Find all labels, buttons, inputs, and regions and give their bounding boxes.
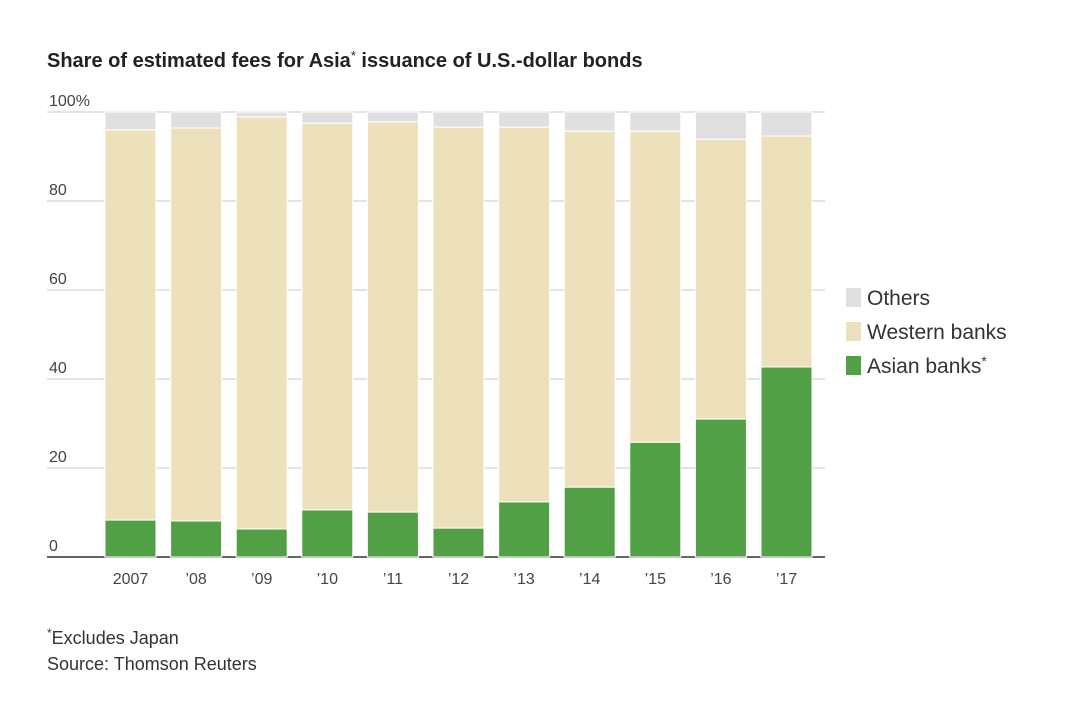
bar-western-banks	[170, 127, 223, 522]
bar-others	[104, 111, 157, 131]
legend-swatch	[846, 288, 861, 307]
x-tick-label: ’10	[317, 571, 338, 588]
bar-others	[170, 111, 223, 129]
legend-swatch	[846, 356, 861, 375]
y-tick-label: 60	[49, 271, 67, 288]
bar-others	[366, 111, 419, 123]
bar-asian-banks	[301, 509, 354, 558]
bar-others	[629, 111, 682, 132]
footnote: *Excludes Japan	[47, 626, 179, 648]
bar-western-banks	[301, 122, 354, 511]
y-tick-label: 40	[49, 360, 67, 377]
bar-others	[563, 111, 616, 132]
bar-western-banks	[432, 126, 485, 529]
bar-western-banks	[563, 130, 616, 488]
bar-others	[235, 111, 288, 118]
x-tick-label: ’13	[513, 571, 534, 588]
bar-asian-banks	[498, 501, 551, 558]
bar-western-banks	[694, 138, 747, 420]
x-tick-label: ’08	[185, 571, 206, 588]
bar-asian-banks	[760, 366, 813, 558]
bar-asian-banks	[366, 511, 419, 558]
bar-asian-banks	[235, 528, 288, 558]
x-tick-label: ’16	[710, 571, 731, 588]
bar-asian-banks	[694, 418, 747, 558]
legend-label: Asian banks*	[867, 353, 987, 378]
y-tick-label: 80	[49, 182, 67, 199]
legend-swatch	[846, 322, 861, 341]
bar-others	[694, 111, 747, 140]
x-tick-label: ’17	[776, 571, 797, 588]
bar-western-banks	[629, 130, 682, 443]
bar-western-banks	[498, 126, 551, 503]
bar-western-banks	[760, 135, 813, 368]
x-tick-label: 2007	[113, 571, 149, 588]
bar-others	[498, 111, 551, 128]
bar-asian-banks	[170, 520, 223, 558]
x-tick-label: ’12	[448, 571, 469, 588]
chart-title: Share of estimated fees for Asia* issuan…	[47, 48, 643, 72]
x-tick-label: ’09	[251, 571, 272, 588]
legend-label: Others	[867, 287, 930, 310]
y-tick-label: 20	[49, 449, 67, 466]
x-tick-label: ’11	[383, 571, 403, 588]
bar-asian-banks	[563, 486, 616, 558]
y-tick-label: 100%	[49, 93, 90, 110]
x-tick-label: ’15	[645, 571, 666, 588]
bar-others	[301, 111, 354, 124]
bar-asian-banks	[432, 527, 485, 558]
bar-asian-banks	[104, 519, 157, 558]
bar-others	[760, 111, 813, 137]
bar-others	[432, 111, 485, 128]
x-tick-label: ’14	[579, 571, 600, 588]
bar-western-banks	[104, 129, 157, 521]
bar-western-banks	[366, 121, 419, 513]
source-note: Source: Thomson Reuters	[47, 654, 257, 674]
y-tick-label: 0	[49, 538, 58, 555]
bar-western-banks	[235, 116, 288, 530]
legend-label: Western banks	[867, 321, 1007, 344]
bar-asian-banks	[629, 441, 682, 558]
